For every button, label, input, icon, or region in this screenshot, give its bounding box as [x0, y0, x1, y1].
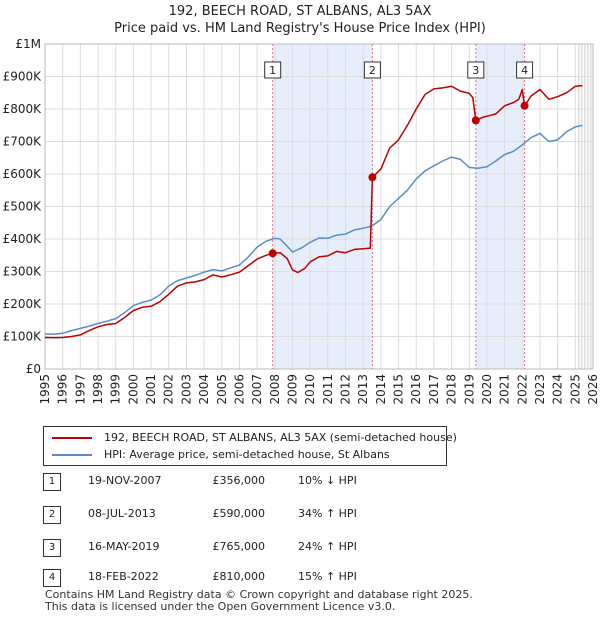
x-tick-label: 2012: [339, 374, 353, 405]
sale-hpi-change: 24% ↑ HPI: [298, 540, 357, 553]
x-tick-label: 2001: [144, 374, 158, 405]
y-tick-label: £0: [26, 362, 41, 376]
x-tick-label: 2015: [392, 374, 406, 405]
x-tick-label: 2025: [568, 374, 582, 405]
y-tick-label: £200K: [3, 297, 43, 311]
sale-hpi-change: 10% ↓ HPI: [298, 474, 357, 487]
x-tick-label: 2006: [232, 374, 246, 405]
sale-label-number: 2: [369, 64, 376, 77]
table-row: 1 19-NOV-2007 £356,000 10% ↓ HPI: [43, 473, 463, 491]
sale-label-box: [516, 61, 534, 79]
sale-hpi-change: 15% ↑ HPI: [298, 570, 357, 583]
x-tick-label: 2019: [462, 374, 476, 405]
x-tick-label: 2014: [374, 374, 388, 405]
sale-number-badge: 2: [43, 506, 61, 524]
footer-copyright: Contains HM Land Registry data © Crown c…: [45, 588, 473, 601]
table-row: 3 16-MAY-2019 £765,000 24% ↑ HPI: [43, 539, 463, 557]
y-tick-label: £100K: [3, 330, 43, 344]
x-tick-label: 2016: [409, 374, 423, 405]
sale-point: [471, 116, 480, 125]
y-tick-label: £300K: [3, 265, 43, 279]
sale-number-badge: 3: [43, 539, 61, 557]
x-tick-label: 2026: [586, 374, 600, 405]
sale-label-number: 1: [269, 64, 276, 77]
sale-price: £810,000: [212, 570, 266, 583]
x-tick-label: 1998: [91, 374, 105, 405]
sale-number-badge: 4: [43, 569, 61, 587]
x-tick-label: 2021: [498, 374, 512, 405]
price-chart: £0 £100K £200K £300K £400K £500K £600K £700K £80…: [3, 37, 600, 405]
chart-title: 192, BEECH ROAD, ST ALBANS, AL3 5AX: [168, 4, 432, 19]
x-tick-label: 2000: [126, 374, 140, 405]
legend-label-hpi: HPI: Average price, semi-detached house,…: [104, 448, 390, 461]
x-tick-label: 2004: [197, 374, 211, 405]
sale-label-number: 3: [472, 64, 479, 77]
sale-label-number: 4: [521, 64, 528, 77]
plot-frame: [44, 43, 594, 370]
sale-hpi-change: 34% ↑ HPI: [298, 507, 357, 520]
footer-licence: This data is licensed under the Open Gov…: [45, 600, 396, 613]
x-tick-label: 1995: [38, 374, 52, 405]
x-tick-label: 1999: [109, 374, 123, 405]
hpi-line: [44, 124, 583, 335]
chart-subtitle: Price paid vs. HM Land Registry's House …: [114, 21, 486, 36]
sale-point: [520, 101, 529, 110]
sale-price: £590,000: [212, 507, 266, 520]
x-tick-label: 2024: [551, 374, 565, 405]
x-tick-label: 2010: [303, 374, 317, 405]
x-tick-label: 2002: [162, 374, 176, 405]
sale-label-box: [363, 61, 381, 79]
sale-point: [268, 249, 277, 258]
y-tick-label: £700K: [3, 135, 43, 149]
x-tick-label: 2008: [268, 374, 282, 405]
property-price-line: [44, 84, 583, 339]
x-tick-label: 2018: [445, 374, 459, 405]
sale-date: 16-MAY-2019: [88, 540, 160, 553]
x-tick-label: 2003: [179, 374, 193, 405]
legend-swatch-hpi: [52, 454, 92, 456]
sale-number-badge: 1: [43, 473, 61, 491]
y-tick-label: £900K: [3, 70, 43, 84]
sale-price: £356,000: [212, 474, 266, 487]
y-tick-label: £600K: [3, 167, 43, 181]
sale-date: 08-JUL-2013: [88, 507, 156, 520]
table-row: 2 08-JUL-2013 £590,000 34% ↑ HPI: [43, 506, 463, 524]
table-row: 4 18-FEB-2022 £810,000 15% ↑ HPI: [43, 569, 463, 587]
sale-date: 18-FEB-2022: [88, 570, 159, 583]
y-tick-label: £800K: [3, 102, 43, 116]
x-tick-label: 1997: [73, 374, 87, 405]
x-tick-label: 2022: [515, 374, 529, 405]
y-tick-label: £500K: [3, 200, 43, 214]
legend-swatch-property: [52, 437, 92, 439]
footer: Contains HM Land Registry data © Crown c…: [45, 589, 473, 613]
x-tick-label: 2009: [285, 374, 299, 405]
sale-price: £765,000: [212, 540, 266, 553]
sale-label-box: [467, 61, 485, 79]
legend: 192, BEECH ROAD, ST ALBANS, AL3 5AX (sem…: [43, 426, 457, 466]
x-tick-label: 2005: [215, 374, 229, 405]
x-tick-label: 2007: [250, 374, 264, 405]
sale-point: [368, 173, 377, 182]
x-tick-label: 2017: [427, 374, 441, 405]
x-tick-label: 2020: [480, 374, 494, 405]
x-tick-label: 2013: [356, 374, 370, 405]
sale-label-box: [264, 61, 282, 79]
legend-label-property: 192, BEECH ROAD, ST ALBANS, AL3 5AX (sem…: [104, 431, 457, 444]
y-tick-label: £400K: [3, 232, 43, 246]
x-tick-label: 1996: [56, 374, 70, 405]
x-tick-label: 2011: [321, 374, 335, 405]
y-tick-label: £1M: [15, 37, 41, 51]
sale-date: 19-NOV-2007: [88, 474, 162, 487]
x-tick-label: 2023: [533, 374, 547, 405]
